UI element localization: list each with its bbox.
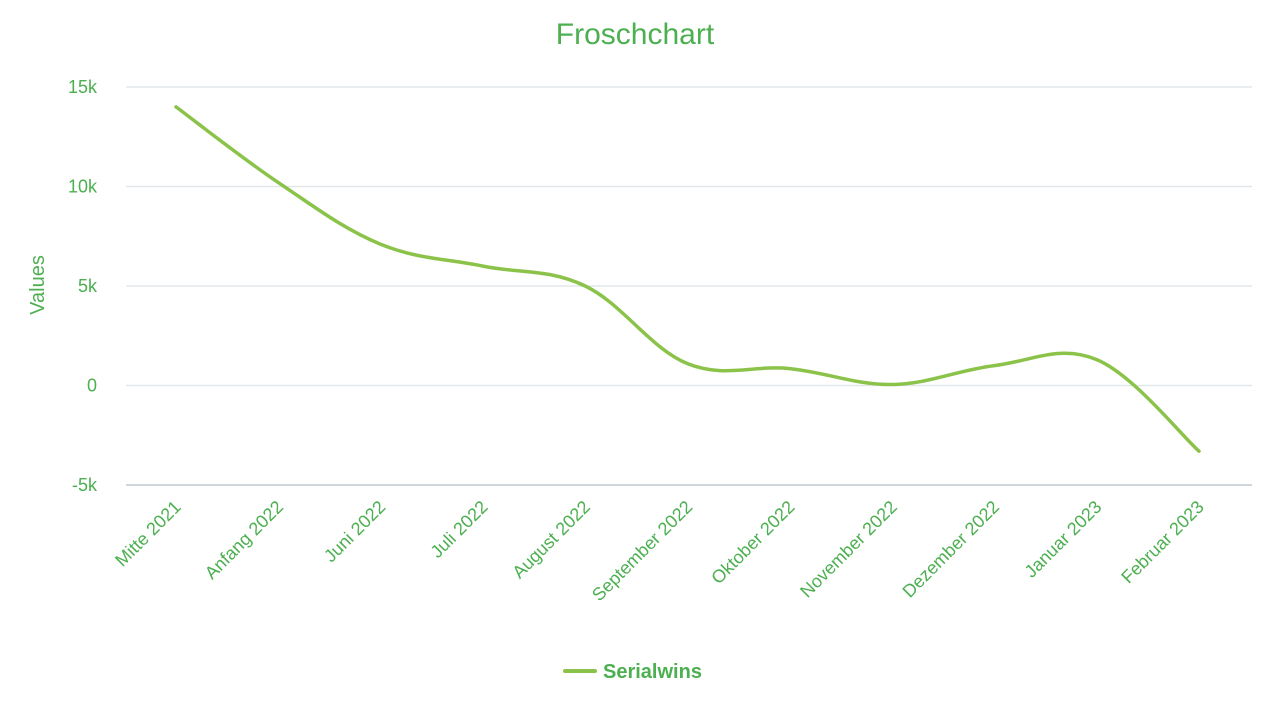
data-point[interactable] bbox=[170, 101, 182, 113]
x-tick-label: Mitte 2021 bbox=[111, 497, 185, 571]
data-point[interactable] bbox=[784, 363, 796, 375]
x-tick-label: Dezember 2022 bbox=[899, 497, 1004, 602]
series-layer bbox=[170, 101, 1205, 457]
x-axis-ticks: Mitte 2021 Anfang 2022 Juni 2022 Juli 2022 A… bbox=[111, 497, 1208, 605]
data-point[interactable] bbox=[682, 358, 694, 370]
y-tick-label: 5k bbox=[78, 276, 98, 296]
x-tick-label: Anfang 2022 bbox=[201, 497, 287, 583]
data-point[interactable] bbox=[1091, 354, 1103, 366]
x-tick-label: September 2022 bbox=[588, 497, 696, 605]
y-axis-ticks: -5k 0 5k 10k 15k bbox=[68, 77, 98, 495]
chart-title: Froschchart bbox=[556, 18, 715, 51]
series-line-serialwins[interactable] bbox=[174, 105, 1201, 453]
data-point[interactable] bbox=[272, 177, 284, 189]
data-point[interactable] bbox=[375, 238, 387, 250]
grid bbox=[126, 86, 1252, 486]
y-tick-label: -5k bbox=[72, 475, 98, 495]
x-tick-label: August 2022 bbox=[508, 497, 594, 583]
y-axis-title: Values bbox=[27, 255, 49, 315]
data-point[interactable] bbox=[988, 360, 1000, 372]
data-point[interactable] bbox=[1193, 445, 1205, 457]
legend[interactable]: Serialwins bbox=[563, 661, 702, 683]
x-tick-label: Juli 2022 bbox=[427, 497, 492, 562]
data-point[interactable] bbox=[886, 379, 898, 391]
legend-label-serialwins[interactable]: Serialwins bbox=[603, 661, 702, 683]
x-tick-label: Januar 2023 bbox=[1021, 497, 1106, 582]
y-tick-label: 15k bbox=[68, 77, 98, 97]
x-tick-label: Februar 2023 bbox=[1117, 497, 1208, 588]
data-point[interactable] bbox=[579, 280, 591, 292]
x-tick-label: Oktober 2022 bbox=[707, 497, 798, 588]
x-tick-label: Juni 2022 bbox=[320, 497, 389, 566]
y-tick-label: 10k bbox=[68, 177, 98, 197]
x-tick-label: November 2022 bbox=[796, 497, 901, 602]
y-tick-label: 0 bbox=[87, 376, 97, 396]
data-point[interactable] bbox=[477, 260, 489, 272]
